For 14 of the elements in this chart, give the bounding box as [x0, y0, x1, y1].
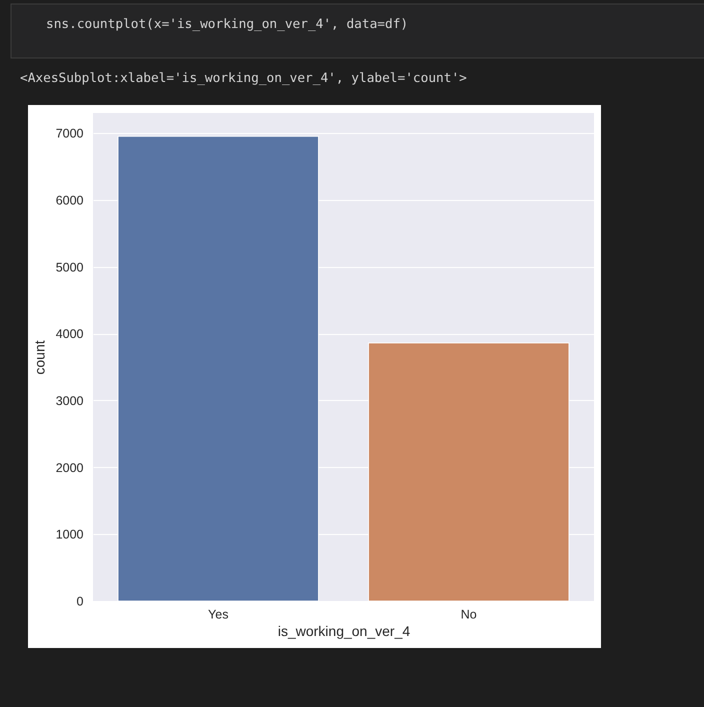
y-tick-label: 3000 — [56, 394, 84, 408]
y-tick-label: 6000 — [56, 193, 84, 208]
x-axis-title: is_working_on_ver_4 — [278, 623, 410, 639]
y-tick-label: 0 — [76, 594, 84, 608]
y-tick-label: 5000 — [56, 260, 84, 274]
y-tick-label: 4000 — [56, 327, 84, 342]
x-tick-label: No — [460, 608, 477, 622]
y-axis-title: count — [32, 340, 48, 375]
y-tick-label: 2000 — [56, 460, 84, 475]
y-tick-label: 7000 — [56, 126, 84, 141]
text: sns.countplot(x='is_working_on_ver_4', data=df) — [46, 17, 408, 32]
y-tick-label: 1000 — [56, 528, 84, 542]
x-tick-label: Yes — [208, 608, 228, 622]
text: <AxesSubplot:xlabel='is_working_on_ver_4', ylabel='count'> — [20, 71, 468, 86]
